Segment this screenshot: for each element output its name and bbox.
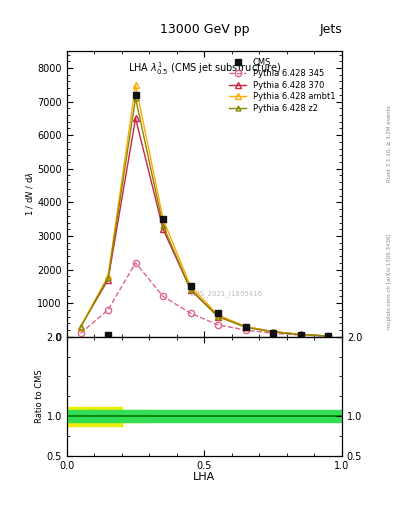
Pythia 6.428 z2	[78, 324, 83, 330]
Pythia 6.428 ambt1	[216, 312, 220, 318]
CMS	[161, 216, 165, 222]
Pythia 6.428 370	[326, 333, 331, 339]
Text: mcplots.cern.ch [arXiv:1306.3436]: mcplots.cern.ch [arXiv:1306.3436]	[387, 234, 392, 329]
Pythia 6.428 ambt1	[78, 324, 83, 330]
Pythia 6.428 ambt1	[243, 324, 248, 330]
Pythia 6.428 370	[298, 331, 303, 337]
Pythia 6.428 ambt1	[133, 82, 138, 88]
Pythia 6.428 370	[216, 313, 220, 319]
Text: Rivet 3.1.10, ≥ 3.2M events: Rivet 3.1.10, ≥ 3.2M events	[387, 105, 392, 182]
CMS	[106, 332, 110, 338]
Pythia 6.428 345	[326, 333, 331, 339]
CMS	[188, 283, 193, 289]
Pythia 6.428 z2	[161, 223, 165, 229]
Line: Pythia 6.428 370: Pythia 6.428 370	[77, 115, 331, 339]
Text: CMS_2021_I1895416: CMS_2021_I1895416	[190, 290, 263, 297]
Text: 13000 GeV pp: 13000 GeV pp	[160, 23, 249, 36]
Pythia 6.428 ambt1	[271, 329, 275, 335]
Pythia 6.428 370	[161, 226, 165, 232]
Pythia 6.428 370	[243, 324, 248, 330]
CMS	[326, 333, 331, 339]
CMS	[133, 92, 138, 98]
Pythia 6.428 370	[271, 329, 275, 335]
CMS	[271, 330, 275, 336]
Pythia 6.428 345	[133, 260, 138, 266]
Pythia 6.428 z2	[133, 95, 138, 101]
Pythia 6.428 ambt1	[161, 216, 165, 222]
Pythia 6.428 345	[271, 330, 275, 336]
Pythia 6.428 345	[243, 327, 248, 333]
Line: CMS: CMS	[105, 92, 331, 339]
Pythia 6.428 345	[298, 332, 303, 338]
Legend: CMS, Pythia 6.428 345, Pythia 6.428 370, Pythia 6.428 ambt1, Pythia 6.428 z2: CMS, Pythia 6.428 345, Pythia 6.428 370,…	[227, 55, 338, 115]
Pythia 6.428 z2	[106, 275, 110, 281]
Pythia 6.428 370	[188, 287, 193, 293]
Pythia 6.428 345	[188, 310, 193, 316]
X-axis label: LHA: LHA	[193, 472, 215, 482]
Pythia 6.428 345	[161, 293, 165, 300]
Line: Pythia 6.428 z2: Pythia 6.428 z2	[78, 96, 331, 338]
CMS	[298, 332, 303, 338]
Pythia 6.428 z2	[216, 313, 220, 319]
Text: Jets: Jets	[319, 23, 342, 36]
Pythia 6.428 ambt1	[298, 331, 303, 337]
CMS	[216, 310, 220, 316]
Pythia 6.428 370	[78, 324, 83, 330]
Pythia 6.428 z2	[243, 324, 248, 330]
Pythia 6.428 370	[133, 115, 138, 121]
Pythia 6.428 z2	[326, 333, 331, 339]
Pythia 6.428 345	[216, 322, 220, 328]
Pythia 6.428 z2	[271, 329, 275, 335]
Pythia 6.428 z2	[188, 287, 193, 293]
CMS	[243, 324, 248, 330]
Line: Pythia 6.428 ambt1: Pythia 6.428 ambt1	[77, 82, 331, 339]
Y-axis label: Ratio to CMS: Ratio to CMS	[35, 369, 44, 423]
Y-axis label: 1 / $\mathrm{d}N$ / $\mathrm{d}\lambda$: 1 / $\mathrm{d}N$ / $\mathrm{d}\lambda$	[24, 172, 35, 216]
Pythia 6.428 ambt1	[188, 283, 193, 289]
Pythia 6.428 z2	[298, 331, 303, 337]
Pythia 6.428 ambt1	[326, 333, 331, 339]
Pythia 6.428 345	[78, 330, 83, 336]
Text: LHA $\lambda^{1}_{0.5}$ (CMS jet substructure): LHA $\lambda^{1}_{0.5}$ (CMS jet substru…	[128, 60, 281, 77]
Pythia 6.428 370	[106, 276, 110, 283]
Line: Pythia 6.428 345: Pythia 6.428 345	[77, 260, 331, 339]
Pythia 6.428 345	[106, 307, 110, 313]
Pythia 6.428 ambt1	[106, 273, 110, 280]
